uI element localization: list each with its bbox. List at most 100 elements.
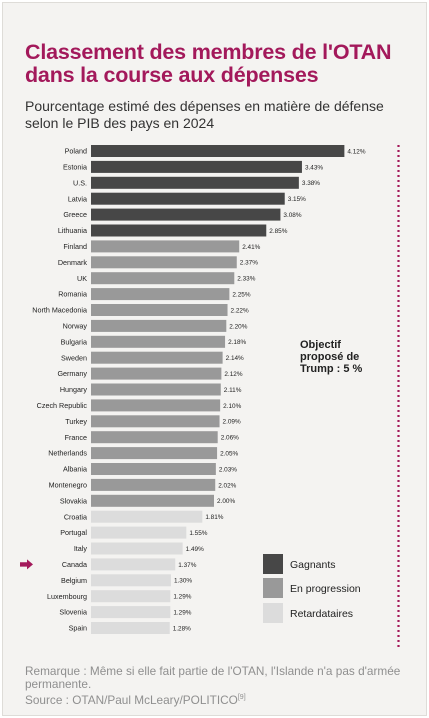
bar-u-s xyxy=(91,176,299,189)
bar-latvia xyxy=(91,192,285,205)
country-label-norway: Norway xyxy=(63,322,88,331)
country-label-uk: UK xyxy=(77,274,87,283)
value-label-sweden: 2.14% xyxy=(226,355,244,362)
value-label-finland: 2.41% xyxy=(242,244,260,251)
value-label-spain: 1.28% xyxy=(173,625,191,632)
country-label-north-macedonia: North Macedonia xyxy=(32,306,87,315)
bar-north-macedonia xyxy=(91,304,228,316)
chart-title: Classement des membres de l'OTAN dans la… xyxy=(25,40,392,87)
value-label-netherlands: 2.05% xyxy=(220,451,238,458)
country-label-montenegro: Montenegro xyxy=(49,481,87,490)
chart-source: Source : OTAN/Paul McLeary/POLITICO[9] xyxy=(25,691,420,707)
bar-czech-republic xyxy=(91,399,221,412)
value-label-poland: 4.12% xyxy=(347,148,365,155)
legend-label-retardataires: Retardataires xyxy=(290,608,353,620)
country-label-czech-republic: Czech Republic xyxy=(37,401,88,410)
value-label-canada: 1.37% xyxy=(178,562,196,569)
target-label-line: Objectif xyxy=(300,339,341,351)
bar-sweden xyxy=(91,351,223,364)
value-label-turkey: 2.09% xyxy=(223,419,241,426)
legend-label-en_progression: En progression xyxy=(290,583,361,595)
bar-montenegro xyxy=(91,478,216,491)
country-label-france: France xyxy=(65,433,87,442)
bar-slovakia xyxy=(91,494,214,507)
country-label-denmark: Denmark xyxy=(58,258,88,267)
bar-canada xyxy=(91,558,176,571)
value-label-czech-republic: 2.10% xyxy=(223,403,241,410)
value-label-hungary: 2.11% xyxy=(224,387,242,394)
bar-germany xyxy=(91,367,222,380)
country-label-germany: Germany xyxy=(57,369,87,378)
legend-swatch-gagnants xyxy=(263,554,283,574)
country-label-turkey: Turkey xyxy=(65,417,87,426)
country-label-belgium: Belgium xyxy=(61,576,87,585)
country-label-slovenia: Slovenia xyxy=(59,608,87,617)
country-label-u-s: U.S. xyxy=(73,178,87,187)
country-label-croatia: Croatia xyxy=(64,512,87,521)
value-label-u-s: 3.38% xyxy=(302,180,320,187)
value-label-latvia: 3.15% xyxy=(288,196,306,203)
value-label-denmark: 2.37% xyxy=(240,260,258,267)
value-label-romania: 2.25% xyxy=(232,292,250,299)
country-label-estonia: Estonia xyxy=(63,163,87,172)
bar-italy xyxy=(91,542,183,555)
country-label-hungary: Hungary xyxy=(60,385,88,394)
bar-norway xyxy=(91,319,227,332)
country-label-poland: Poland xyxy=(65,147,87,156)
target-label-line: proposé de xyxy=(300,351,359,363)
country-label-slovakia: Slovakia xyxy=(60,496,87,505)
bar-belgium xyxy=(91,574,171,587)
country-label-portugal: Portugal xyxy=(60,528,87,537)
value-label-greece: 3.08% xyxy=(283,212,301,219)
value-label-lithuania: 2.85% xyxy=(269,228,287,235)
country-label-bulgaria: Bulgaria xyxy=(61,337,87,346)
bar-france xyxy=(91,431,218,444)
country-label-italy: Italy xyxy=(74,544,88,553)
value-label-italy: 1.49% xyxy=(186,546,204,553)
chart-subtitle: Pourcentage estimé des dépenses en matiè… xyxy=(25,98,384,131)
source-reference: [9] xyxy=(237,694,246,701)
value-label-bulgaria: 2.18% xyxy=(228,339,246,346)
value-label-north-macedonia: 2.22% xyxy=(231,307,249,314)
legend-label-gagnants: Gagnants xyxy=(290,559,336,571)
country-label-lithuania: Lithuania xyxy=(58,226,87,235)
country-label-romania: Romania xyxy=(58,290,87,299)
bar-bulgaria xyxy=(91,335,226,348)
bar-albania xyxy=(91,463,216,475)
bar-croatia xyxy=(91,510,203,523)
value-label-croatia: 1.81% xyxy=(205,514,223,521)
bar-poland xyxy=(91,145,345,157)
value-label-slovakia: 2.00% xyxy=(217,498,235,505)
legend-swatch-en_progression xyxy=(263,578,283,598)
value-label-luxembourg: 1.29% xyxy=(173,594,191,601)
country-label-spain: Spain xyxy=(69,624,87,633)
legend-swatch-retardataires xyxy=(263,603,283,623)
value-label-slovenia: 1.29% xyxy=(173,610,191,617)
country-label-finland: Finland xyxy=(63,242,87,251)
country-label-latvia: Latvia xyxy=(68,194,87,203)
value-label-portugal: 1.55% xyxy=(189,530,207,537)
country-label-netherlands: Netherlands xyxy=(48,449,87,458)
country-label-luxembourg: Luxembourg xyxy=(47,592,87,601)
bar-greece xyxy=(91,208,281,221)
country-label-greece: Greece xyxy=(63,210,87,219)
value-label-france: 2.06% xyxy=(221,435,239,442)
bar-spain xyxy=(91,622,170,634)
bar-estonia xyxy=(91,160,302,173)
value-label-norway: 2.20% xyxy=(229,323,247,330)
bar-luxembourg xyxy=(91,590,171,603)
bar-denmark xyxy=(91,256,237,269)
country-label-canada: Canada xyxy=(62,560,87,569)
bar-hungary xyxy=(91,383,221,396)
bar-finland xyxy=(91,240,240,253)
value-label-montenegro: 2.02% xyxy=(218,482,236,489)
target-label-line: Trump : 5 % xyxy=(300,363,363,375)
source-text: Source : OTAN/Paul McLeary/POLITICO xyxy=(25,692,238,707)
bar-turkey xyxy=(91,415,220,428)
bar-romania xyxy=(91,288,230,301)
chart-note: Remarque : Même si elle fait partie de l… xyxy=(25,664,401,691)
country-label-sweden: Sweden xyxy=(61,353,87,362)
bar-slovenia xyxy=(91,606,171,619)
value-label-uk: 2.33% xyxy=(237,276,255,283)
